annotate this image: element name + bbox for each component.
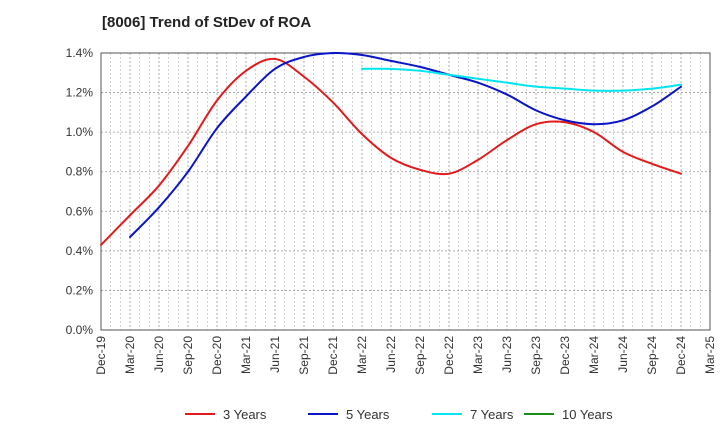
y-tick-label: 1.4%	[66, 46, 94, 60]
x-tick-label: Sep-21	[297, 336, 311, 375]
x-tick-label: Sep-24	[645, 336, 659, 375]
x-tick-label: Mar-20	[123, 336, 137, 374]
y-tick-label: 1.2%	[66, 86, 94, 100]
x-tick-label: Dec-24	[674, 336, 688, 375]
x-tick-label: Mar-25	[703, 336, 717, 374]
series-lines	[100, 51, 682, 246]
y-tick-label: 0.0%	[66, 323, 94, 337]
series-line-7-years	[361, 67, 682, 92]
y-tick-label: 0.2%	[66, 283, 94, 297]
x-tick-label: Dec-21	[326, 336, 340, 375]
legend-item-7-years: 7 Years	[432, 407, 514, 422]
legend-label: 10 Years	[562, 407, 613, 422]
x-tick-label: Sep-22	[413, 336, 427, 375]
series-line-3-years	[100, 57, 682, 246]
y-tick-label: 0.6%	[66, 204, 94, 218]
x-tick-label: Sep-20	[181, 336, 195, 375]
y-tick-label: 1.0%	[66, 125, 94, 139]
plot-border	[100, 52, 711, 331]
chart-title: [8006] Trend of StDev of ROA	[102, 14, 312, 31]
legend: 3 Years 5 Years 7 Years 10 Years	[185, 407, 613, 422]
legend-item-3-years: 3 Years	[185, 407, 267, 422]
x-tick-label: Mar-21	[239, 336, 253, 374]
plot-area	[101, 53, 710, 330]
x-tick-label: Dec-23	[558, 336, 572, 375]
y-tick-label: 0.4%	[66, 244, 94, 258]
x-tick-label: Dec-22	[442, 336, 456, 375]
legend-item-5-years: 5 Years	[308, 407, 390, 422]
x-tick-label: Jun-21	[268, 336, 282, 373]
x-tick-label: Jun-24	[616, 336, 630, 373]
x-tick-label: Dec-20	[210, 336, 224, 375]
x-tick-label: Mar-22	[355, 336, 369, 374]
y-tick-label: 0.8%	[66, 165, 94, 179]
x-tick-label: Mar-24	[587, 336, 601, 374]
series-line-5-years	[129, 51, 682, 239]
x-tick-label: Dec-19	[94, 336, 108, 375]
x-tick-label: Mar-23	[471, 336, 485, 374]
legend-item-10-years: 10 Years	[524, 407, 613, 422]
legend-label: 7 Years	[470, 407, 514, 422]
grid	[101, 52, 710, 330]
legend-label: 3 Years	[223, 407, 267, 422]
x-tick-label: Sep-23	[529, 336, 543, 375]
axes: 0.0% 0.2% 0.4% 0.6% 0.8% 1.0% 1.2% 1.4% Dec-19 Ma…	[66, 46, 717, 375]
x-tick-label: Jun-22	[384, 336, 398, 373]
legend-label: 5 Years	[346, 407, 390, 422]
x-tick-label: Jun-23	[500, 336, 514, 373]
x-tick-label: Jun-20	[152, 336, 166, 373]
